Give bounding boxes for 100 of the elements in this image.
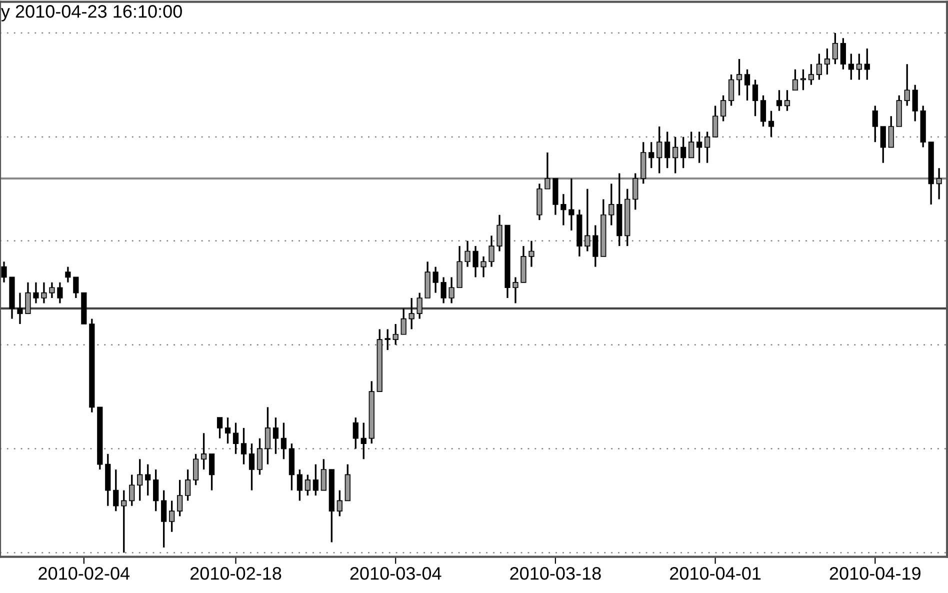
candlestick bbox=[464, 240, 470, 268]
candlestick bbox=[440, 276, 446, 304]
candlestick bbox=[496, 214, 502, 252]
candlestick bbox=[216, 416, 223, 440]
candlestick bbox=[33, 282, 39, 304]
candlestick bbox=[568, 178, 574, 232]
x-tick-label: 2010-03-18 bbox=[510, 567, 601, 580]
candlestick bbox=[169, 500, 175, 533]
chart-title: y 2010-04-23 16:10:00 bbox=[0, 5, 182, 22]
candlestick bbox=[121, 489, 127, 554]
candlestick bbox=[656, 126, 662, 174]
candlestick bbox=[472, 245, 478, 278]
x-tick-label: 2010-03-04 bbox=[350, 567, 442, 580]
candlestick bbox=[712, 104, 718, 138]
candlestick bbox=[304, 474, 311, 496]
candlestick bbox=[832, 32, 838, 65]
candlestick bbox=[41, 282, 47, 304]
candlestick bbox=[728, 74, 734, 107]
candlestick bbox=[145, 463, 151, 496]
x-tick-label: 2010-02-04 bbox=[38, 567, 130, 580]
candlestick bbox=[792, 68, 798, 91]
candlestick bbox=[232, 422, 239, 455]
candlestick bbox=[736, 58, 742, 96]
candlestick bbox=[480, 256, 486, 278]
candlestick bbox=[664, 130, 670, 169]
candlestick bbox=[648, 141, 654, 169]
candlestick bbox=[864, 48, 870, 81]
candlestick bbox=[240, 427, 247, 466]
x-tick-label: 2010-04-19 bbox=[830, 567, 920, 580]
candlestick bbox=[208, 453, 215, 492]
candlestick bbox=[400, 308, 406, 336]
candlestick bbox=[888, 115, 894, 148]
candlestick bbox=[688, 130, 694, 159]
candlestick bbox=[352, 416, 358, 450]
candlestick bbox=[320, 458, 326, 492]
candlestick bbox=[608, 182, 614, 226]
candlestick bbox=[296, 468, 303, 502]
candlestick bbox=[416, 292, 422, 320]
candlestick bbox=[512, 276, 518, 304]
candlestick bbox=[936, 167, 942, 200]
candlestick bbox=[680, 136, 686, 169]
candlestick bbox=[360, 422, 366, 460]
candlestick bbox=[336, 489, 342, 518]
candlestick bbox=[904, 63, 910, 107]
candlestick bbox=[224, 416, 231, 444]
candlestick bbox=[784, 89, 790, 112]
candlestick bbox=[280, 422, 287, 460]
candlestick bbox=[392, 323, 398, 346]
candlestick bbox=[272, 416, 279, 455]
candlestick bbox=[256, 438, 263, 476]
candlestick bbox=[25, 282, 31, 314]
candlestick bbox=[200, 432, 207, 470]
candlestick bbox=[384, 328, 390, 351]
candlestick bbox=[137, 458, 143, 502]
candlestick bbox=[1, 260, 7, 284]
candlestick bbox=[560, 193, 566, 226]
candlestick bbox=[720, 94, 726, 122]
candlestick bbox=[808, 63, 814, 86]
candlestick bbox=[816, 52, 822, 81]
candlestick bbox=[776, 89, 782, 112]
candlestick bbox=[696, 130, 702, 164]
candlestick bbox=[584, 188, 590, 252]
candlestick bbox=[408, 297, 414, 330]
candlestick bbox=[248, 442, 255, 492]
candlestick bbox=[57, 282, 63, 304]
candlestick bbox=[49, 282, 55, 299]
candlestick bbox=[752, 78, 758, 117]
candlestick bbox=[73, 276, 79, 299]
candlestick bbox=[264, 406, 271, 466]
candlestick bbox=[113, 468, 119, 512]
x-tick-label: 2010-04-01 bbox=[670, 567, 761, 580]
candlestick bbox=[912, 84, 918, 122]
candlestick bbox=[192, 453, 199, 486]
candlestick bbox=[129, 474, 135, 507]
candlestick bbox=[544, 152, 550, 190]
candlestick bbox=[672, 136, 678, 174]
candlestick bbox=[840, 37, 846, 70]
candlestick bbox=[161, 489, 167, 548]
candlestick bbox=[153, 468, 159, 512]
candlestick bbox=[528, 240, 534, 268]
candlestick bbox=[768, 110, 774, 138]
candlestick bbox=[312, 463, 318, 496]
candlestick bbox=[177, 479, 183, 518]
x-tick-label: 2010-02-18 bbox=[190, 567, 282, 580]
candlestick bbox=[448, 276, 454, 304]
candlestick bbox=[65, 266, 71, 284]
candlestick bbox=[488, 234, 494, 268]
candlestick bbox=[880, 126, 886, 164]
candlestick bbox=[184, 468, 191, 502]
candlestick bbox=[760, 94, 766, 128]
candlestick bbox=[17, 292, 23, 325]
candlestick bbox=[856, 52, 862, 81]
candlestick bbox=[848, 52, 854, 81]
candlestick bbox=[872, 104, 878, 143]
candlestick bbox=[704, 130, 710, 164]
candlestick bbox=[592, 224, 598, 268]
candlestick bbox=[432, 266, 438, 294]
candlestick bbox=[632, 172, 638, 210]
candlestick bbox=[824, 48, 830, 76]
candlestick bbox=[744, 68, 750, 102]
